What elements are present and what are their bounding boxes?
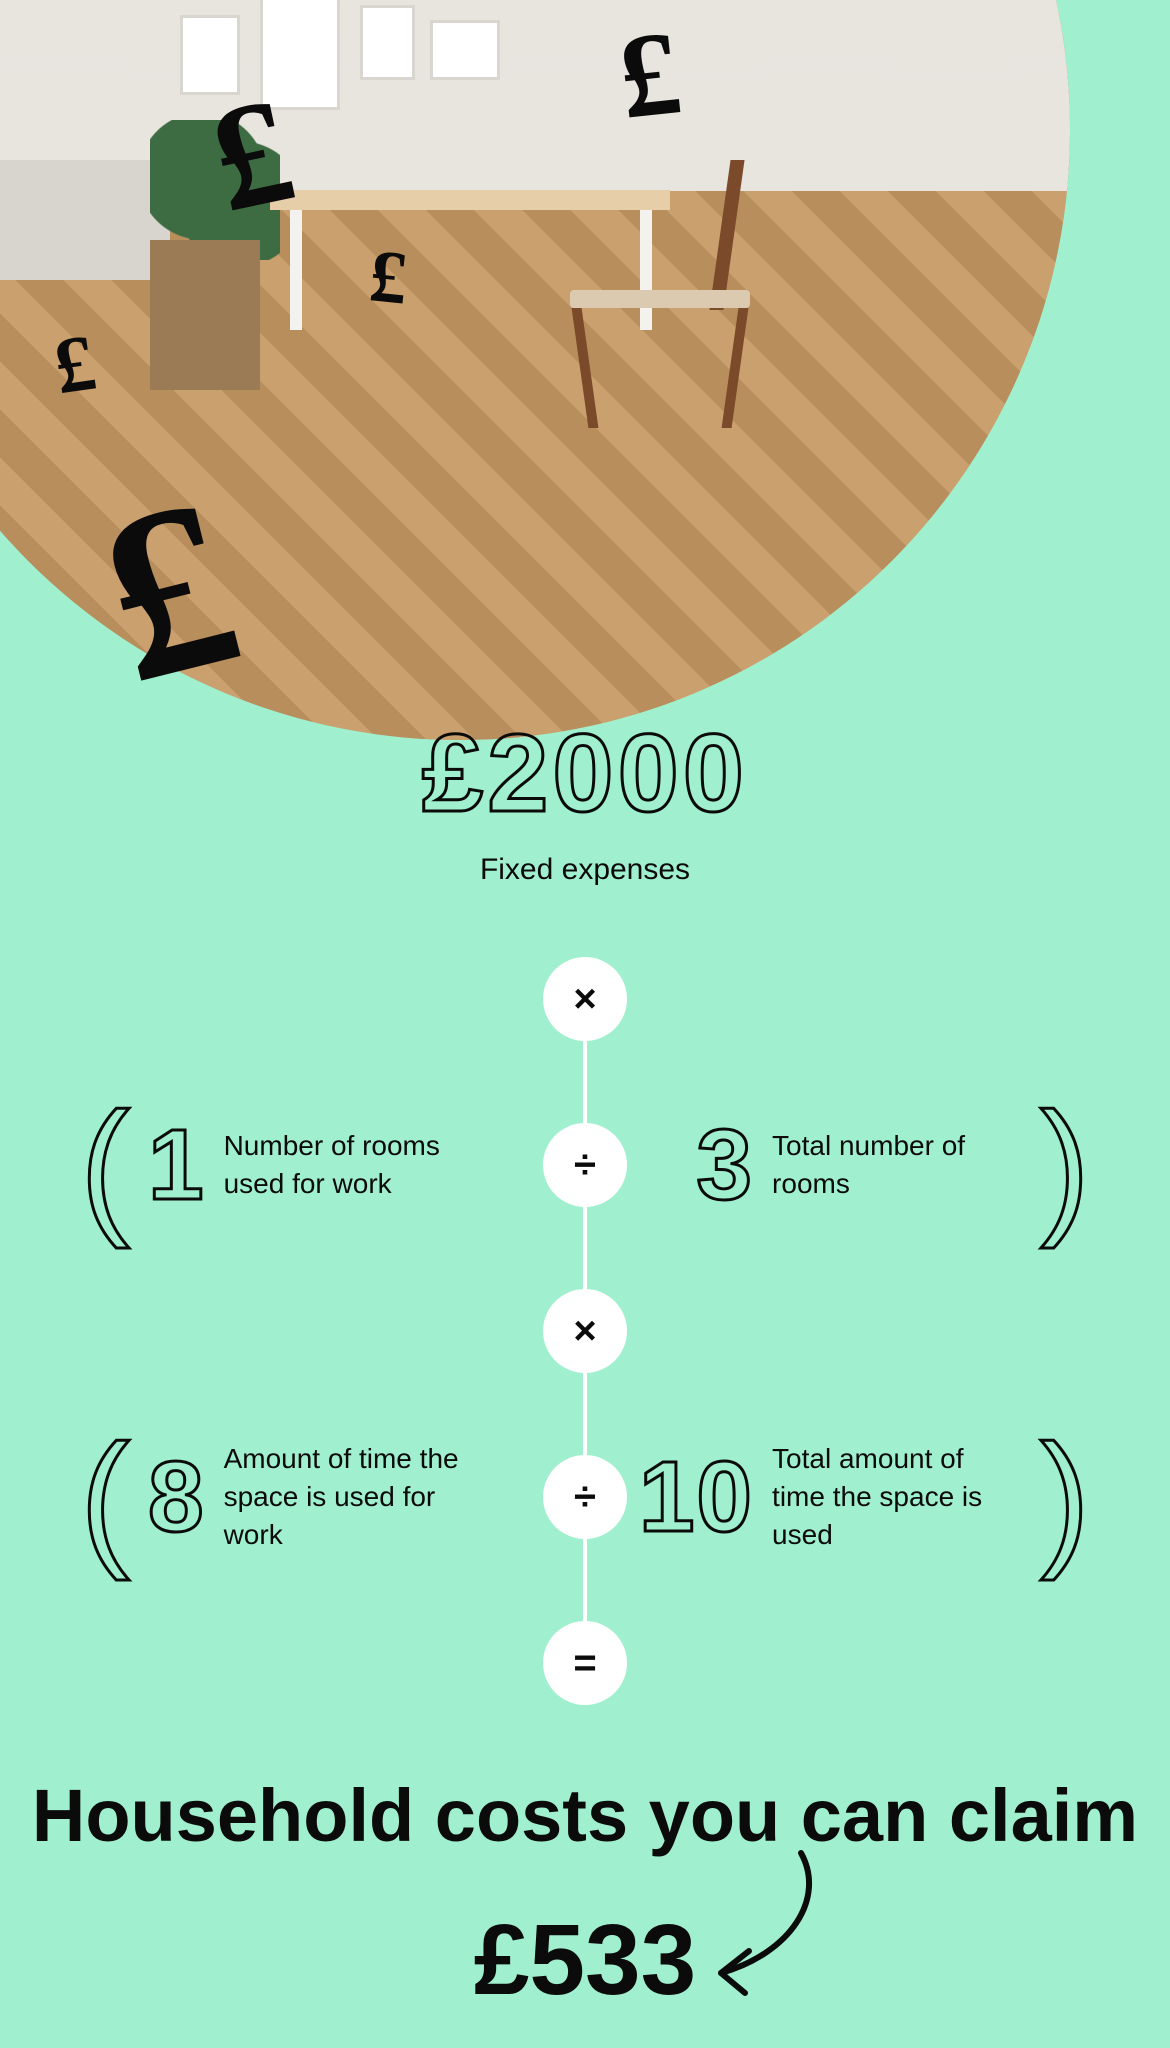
pound-icon: £ — [366, 238, 411, 317]
fixed-expenses-label: Fixed expenses — [480, 853, 690, 887]
time-total-label: Total amount of time the space is used — [772, 1440, 1022, 1553]
rooms-used-label: Number of rooms used for work — [224, 1127, 474, 1203]
rooms-total-label: Total number of rooms — [772, 1127, 1022, 1203]
paren-close-icon: ) — [1040, 1437, 1090, 1557]
operator-divide-1: ÷ — [543, 1123, 627, 1207]
paren-open-icon: ( — [80, 1437, 130, 1557]
pound-icon: £ — [614, 12, 686, 138]
operator-multiply-1: × — [543, 957, 627, 1041]
paren-open-icon: ( — [80, 1105, 130, 1225]
calc-stack: × ( 1 Number of rooms used for work ÷ 3 … — [0, 957, 1170, 1705]
calculation-column: £2000 Fixed expenses × ( 1 Number of roo… — [0, 700, 1170, 2018]
fixed-expenses-amount: £2000 — [422, 710, 748, 837]
result-headline: Household costs you can claim — [32, 1775, 1138, 1858]
time-used-label: Amount of time the space is used for wor… — [224, 1440, 474, 1553]
operator-equals: = — [543, 1621, 627, 1705]
operator-divide-2: ÷ — [543, 1455, 627, 1539]
arrow-icon — [691, 1843, 841, 2003]
rooms-total-value: 3 — [696, 1115, 754, 1215]
result-wrap: £533 — [474, 1903, 696, 2018]
time-used-value: 8 — [148, 1447, 206, 1547]
paren-close-icon: ) — [1040, 1105, 1090, 1225]
time-total-value: 10 — [639, 1447, 754, 1547]
operator-multiply-2: × — [543, 1289, 627, 1373]
rooms-used-value: 1 — [148, 1115, 206, 1215]
result-amount: £533 — [474, 1903, 696, 2018]
